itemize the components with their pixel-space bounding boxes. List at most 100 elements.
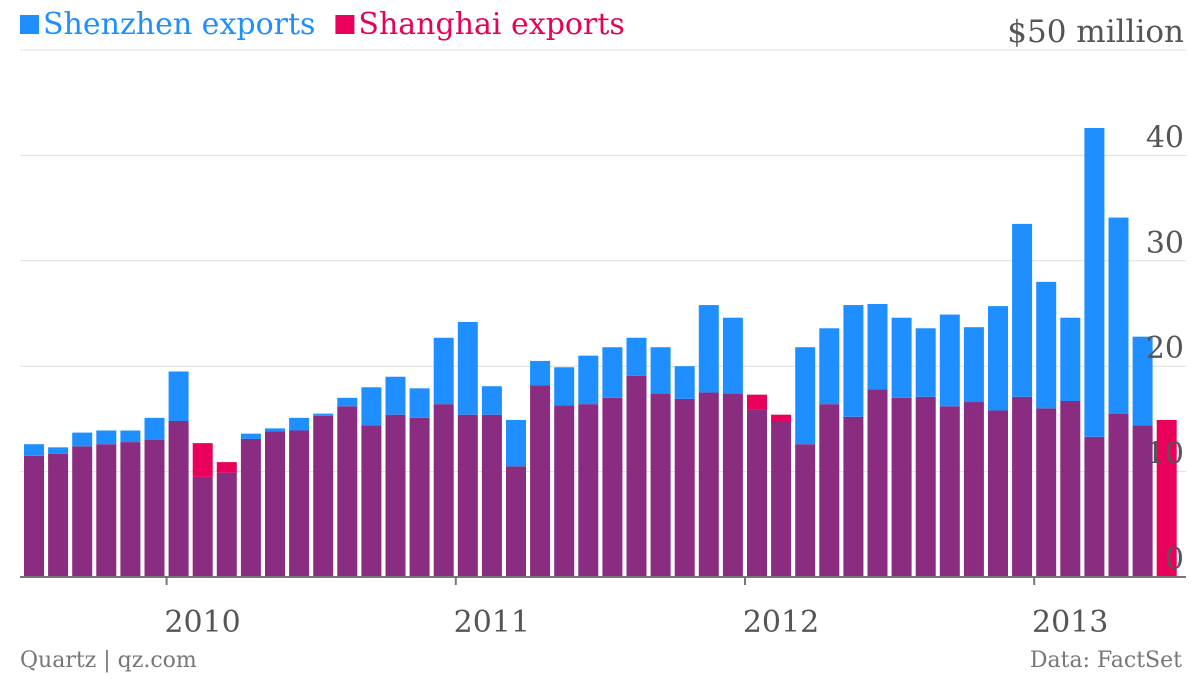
bar-shenzhen xyxy=(1060,317,1081,401)
bar-overlap xyxy=(843,416,864,577)
bar-shenzhen xyxy=(650,347,671,394)
bar-overlap xyxy=(457,414,478,577)
bar-overlap xyxy=(963,402,984,577)
source-right: Data: FactSet xyxy=(1030,648,1182,673)
bar-shenzhen xyxy=(1012,223,1033,397)
bar-shenzhen xyxy=(915,328,936,397)
bar-shenzhen xyxy=(843,305,864,417)
bar-shenzhen xyxy=(409,388,430,418)
bar-shenzhen xyxy=(722,317,743,394)
legend-label: Shenzhen exports xyxy=(43,7,315,42)
y-tick-label: 0 xyxy=(1165,542,1184,577)
bar-shenzhen xyxy=(120,430,141,443)
bar-shanghai xyxy=(192,443,213,477)
bar-shenzhen xyxy=(554,367,575,406)
bar-overlap xyxy=(168,421,189,577)
y-tick-label: 30 xyxy=(1146,226,1184,261)
bar-overlap xyxy=(530,385,551,577)
bar-shenzhen xyxy=(698,305,719,393)
y-tick-label: 20 xyxy=(1146,331,1184,366)
bar-overlap xyxy=(48,453,69,577)
bar-shenzhen xyxy=(361,387,382,426)
bar-overlap xyxy=(240,438,261,577)
bar-shenzhen xyxy=(24,444,44,456)
bar-overlap xyxy=(626,375,647,577)
bar-overlap xyxy=(602,397,623,577)
bar-shenzhen xyxy=(457,321,478,415)
bar-shenzhen xyxy=(674,366,695,399)
bar-shenzhen xyxy=(144,417,165,440)
bar-shenzhen xyxy=(795,347,816,445)
bar-overlap xyxy=(722,393,743,577)
bar-overlap xyxy=(698,392,719,577)
bar-overlap xyxy=(891,397,912,577)
bar-overlap xyxy=(265,431,285,577)
x-tick-label: 2012 xyxy=(743,605,819,640)
bar-overlap xyxy=(24,455,44,577)
legend-swatch xyxy=(20,15,39,34)
bars xyxy=(24,127,1177,577)
bar-shenzhen xyxy=(289,417,310,431)
units-label: $50 million xyxy=(1007,14,1184,50)
bar-overlap xyxy=(361,425,382,577)
bar-shanghai xyxy=(216,462,237,473)
axes: 0 10 20 30 40 2010 2011 2012 2013 xyxy=(20,120,1186,640)
bar-overlap xyxy=(385,414,406,577)
bar-overlap xyxy=(988,410,1008,577)
bar-shenzhen xyxy=(433,337,454,405)
bar-shenzhen xyxy=(506,419,526,467)
bar-overlap xyxy=(192,476,213,577)
bar-shenzhen xyxy=(337,397,358,407)
bar-overlap xyxy=(72,446,93,577)
bar-overlap xyxy=(481,414,502,577)
bar-shenzhen xyxy=(72,432,93,447)
bar-overlap xyxy=(795,444,816,577)
bar-overlap xyxy=(1036,408,1057,577)
bar-overlap xyxy=(313,415,334,577)
bar-shanghai xyxy=(771,414,792,422)
bar-shanghai xyxy=(1156,419,1177,577)
bar-overlap xyxy=(578,404,599,577)
bar-shenzhen xyxy=(1132,336,1153,426)
source-left: Quartz | qz.com xyxy=(20,648,197,673)
bar-overlap xyxy=(216,472,237,577)
bar-shenzhen xyxy=(48,447,69,454)
bar-shanghai xyxy=(747,394,767,410)
y-tick-label: 10 xyxy=(1146,437,1184,472)
bar-shenzhen xyxy=(168,371,189,422)
bar-overlap xyxy=(819,404,840,577)
y-tick-label: 40 xyxy=(1146,120,1184,155)
bar-shenzhen xyxy=(96,430,117,445)
bar-overlap xyxy=(674,398,695,577)
bar-shenzhen xyxy=(481,386,502,415)
bar-shenzhen xyxy=(626,337,647,376)
bar-shenzhen xyxy=(530,360,551,386)
bar-shenzhen xyxy=(240,433,261,439)
bar-shenzhen xyxy=(891,317,912,398)
x-tick-label: 2013 xyxy=(1032,605,1108,640)
bar-overlap xyxy=(1060,400,1081,577)
bar-shenzhen xyxy=(939,314,960,407)
bar-shenzhen xyxy=(1036,281,1057,409)
legend: Shenzhen exports Shanghai exports xyxy=(20,7,625,42)
bar-overlap xyxy=(650,393,671,577)
legend-swatch xyxy=(335,15,355,34)
bar-overlap xyxy=(337,406,358,577)
x-tick-label: 2011 xyxy=(454,605,530,640)
bar-shenzhen xyxy=(602,347,623,398)
bar-shenzhen xyxy=(988,306,1008,411)
bar-overlap xyxy=(433,404,454,577)
bar-overlap xyxy=(144,439,165,577)
bar-overlap xyxy=(120,442,141,577)
bar-overlap xyxy=(771,421,792,577)
bar-shenzhen xyxy=(1084,127,1105,437)
bar-overlap xyxy=(506,466,526,577)
bar-overlap xyxy=(747,409,767,577)
bar-overlap xyxy=(409,417,430,577)
bar-shenzhen xyxy=(313,413,334,416)
legend-label: Shanghai exports xyxy=(358,7,624,42)
bar-shenzhen xyxy=(963,327,984,403)
bar-shenzhen xyxy=(867,304,888,390)
bar-overlap xyxy=(1132,425,1153,577)
